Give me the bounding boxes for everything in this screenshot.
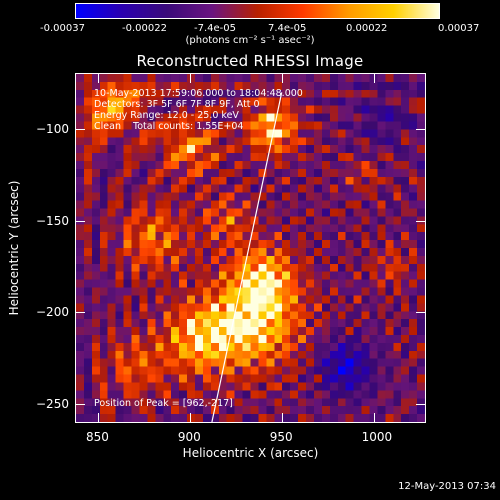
- colorbar-unit-label: (photons cm⁻² s⁻¹ asec⁻²): [185, 35, 315, 46]
- y-tick-mark: [76, 220, 85, 222]
- x-tick-mark: [373, 74, 375, 83]
- y-tick-mark: [76, 128, 85, 130]
- x-tick-mark: [373, 413, 375, 422]
- y-tick-mark: [416, 128, 425, 130]
- colorbar-tick-label: 7.4e-05: [268, 23, 307, 34]
- x-axis-label: Heliocentric X (arcsec): [182, 446, 319, 460]
- y-axis-label: Heliocentric Y (arcsec): [7, 180, 21, 316]
- energy-range-label: Energy Range: 12.0 - 25.0 keV: [94, 110, 239, 121]
- overlay: [211, 92, 283, 422]
- y-tick-label: −200: [36, 305, 69, 320]
- colorbar-tick-label: 0.00022: [346, 23, 388, 34]
- y-tick-label: −150: [36, 213, 69, 228]
- x-tick-label: 950: [269, 430, 293, 444]
- colorbar-tick-label: -0.00037: [40, 23, 85, 34]
- limb-line: [211, 92, 283, 422]
- x-tick-label: 850: [86, 430, 109, 444]
- clean-counts-label: Clean Total counts: 1.55E+04: [94, 121, 244, 132]
- plot-title: Reconstructed RHESSI Image: [136, 52, 364, 70]
- y-tick-mark: [416, 220, 425, 222]
- x-tick-label: 1000: [361, 430, 393, 444]
- timestamp: 12-May-2013 07:34: [398, 481, 496, 492]
- y-tick-mark: [416, 403, 425, 405]
- x-tick-mark: [281, 74, 283, 83]
- x-tick-mark: [189, 413, 191, 422]
- heatmap-image: [76, 74, 425, 422]
- x-tick-mark: [281, 413, 283, 422]
- x-tick-label: 900: [177, 430, 201, 444]
- y-tick-mark: [416, 312, 425, 314]
- y-tick-label: −100: [36, 121, 69, 136]
- image-plot: 10-May-2013 17:59:06.000 to 18:04:48.000…: [75, 73, 426, 423]
- colorbar-tick-label: 0.00037: [438, 23, 480, 34]
- colorbar-tick-label: -7.4e-05: [194, 23, 236, 34]
- time-range-label: 10-May-2013 17:59:06.000 to 18:04:48.000: [94, 88, 303, 99]
- x-tick-mark: [189, 74, 191, 83]
- detectors-label: Detectors: 3F 5F 6F 7F 8F 9F, Att 0: [94, 99, 260, 110]
- colorbar-tick-label: -0.00022: [122, 23, 167, 34]
- colorbar: [75, 3, 440, 19]
- y-tick-label: −250: [36, 396, 69, 411]
- peak-position-label: Position of Peak = [962,-217]: [94, 398, 233, 409]
- y-tick-mark: [76, 312, 85, 314]
- y-tick-mark: [76, 403, 85, 405]
- x-tick-mark: [98, 74, 100, 83]
- x-tick-mark: [98, 413, 100, 422]
